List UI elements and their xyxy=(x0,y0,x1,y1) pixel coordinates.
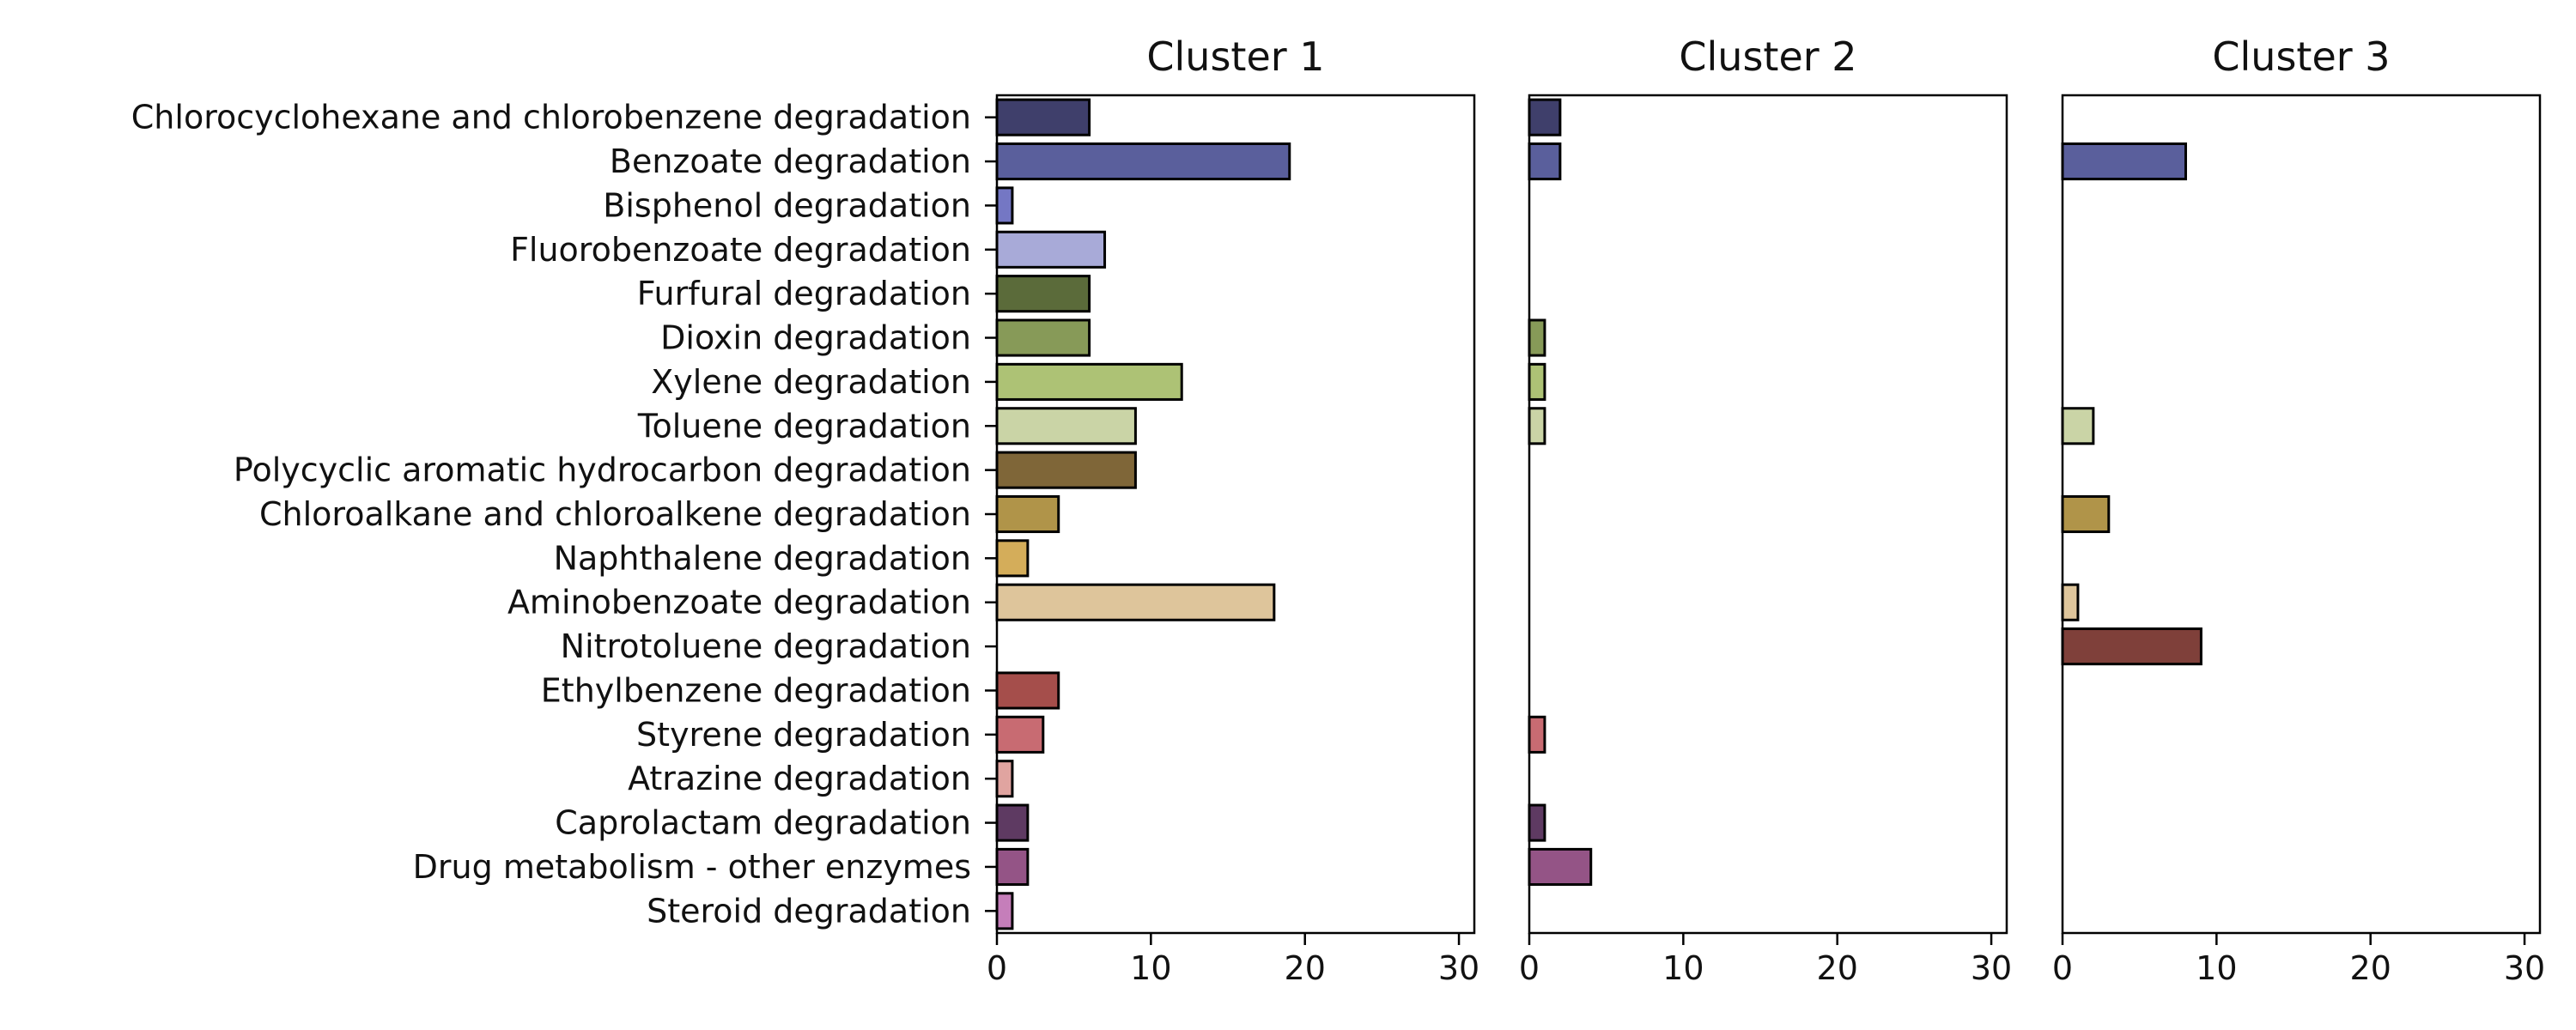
category-label: Nitrotoluene degradation xyxy=(561,627,971,665)
bar xyxy=(1528,98,1562,136)
bar xyxy=(1528,715,1546,754)
axes-frame xyxy=(2061,94,2542,935)
bar xyxy=(2061,627,2202,666)
bar xyxy=(995,318,1091,357)
x-tick-label: 10 xyxy=(2196,949,2237,987)
bar xyxy=(995,760,1014,798)
bar xyxy=(2061,142,2187,181)
bar xyxy=(995,892,1014,930)
bar xyxy=(995,539,1030,578)
category-label: Steroid degradation xyxy=(647,892,971,930)
bar xyxy=(995,142,1291,181)
x-tick-label: 20 xyxy=(1285,949,1326,987)
category-label: Styrene degradation xyxy=(636,716,971,754)
category-label: Atrazine degradation xyxy=(628,760,971,797)
x-tick-label: 10 xyxy=(1130,949,1171,987)
category-label: Dioxin degradation xyxy=(660,319,971,357)
x-tick-label: 0 xyxy=(2052,949,2073,987)
x-tick-label: 20 xyxy=(2350,949,2391,987)
category-label: Toluene degradation xyxy=(637,407,971,445)
bar xyxy=(995,847,1030,886)
axes-frame xyxy=(995,94,1476,935)
category-label: Furfural degradation xyxy=(637,275,971,312)
bar xyxy=(1528,847,1593,886)
bar xyxy=(1528,803,1546,842)
category-label: Chlorocyclohexane and chlorobenzene degr… xyxy=(131,99,971,136)
category-label: Ethylbenzene degradation xyxy=(541,671,971,709)
bar xyxy=(1528,142,1562,181)
category-label: Chloroalkane and chloroalkene degradatio… xyxy=(259,495,971,533)
bar xyxy=(2061,583,2080,621)
bar xyxy=(1528,407,1546,445)
bar xyxy=(2061,407,2095,445)
x-tick-label: 30 xyxy=(2504,949,2545,987)
bar xyxy=(995,275,1091,313)
bar xyxy=(1528,362,1546,401)
bar xyxy=(2061,494,2111,534)
category-label: Naphthalene degradation xyxy=(554,539,971,577)
bar xyxy=(995,230,1107,269)
bar xyxy=(995,583,1276,621)
bar xyxy=(995,451,1137,489)
category-label: Drug metabolism - other enzymes xyxy=(413,848,971,886)
bar xyxy=(995,803,1030,842)
x-tick-label: 0 xyxy=(987,949,1007,987)
bar xyxy=(995,186,1014,225)
category-label: Benzoate degradation xyxy=(610,142,971,180)
panel-title: Cluster 3 xyxy=(2212,33,2390,80)
x-tick-label: 30 xyxy=(1971,949,2012,987)
panel-title: Cluster 2 xyxy=(1679,33,1856,80)
category-label: Aminobenzoate degradation xyxy=(507,584,971,621)
bar xyxy=(995,362,1183,401)
bar xyxy=(995,715,1045,754)
bar xyxy=(1528,318,1546,357)
x-tick-label: 20 xyxy=(1817,949,1858,987)
category-label: Xylene degradation xyxy=(651,363,971,401)
bar xyxy=(995,671,1060,710)
axes-frame xyxy=(1528,94,2008,935)
x-tick-label: 30 xyxy=(1438,949,1479,987)
bar xyxy=(995,494,1060,534)
x-tick-label: 10 xyxy=(1662,949,1704,987)
category-label: Fluorobenzoate degradation xyxy=(510,231,971,269)
bar xyxy=(995,98,1091,136)
category-label: Caprolactam degradation xyxy=(555,804,971,842)
panel-title: Cluster 1 xyxy=(1146,33,1324,80)
category-label: Bisphenol degradation xyxy=(603,186,971,224)
bar xyxy=(995,407,1137,445)
x-tick-label: 0 xyxy=(1519,949,1540,987)
category-label: Polycyclic aromatic hydrocarbon degradat… xyxy=(234,451,971,489)
